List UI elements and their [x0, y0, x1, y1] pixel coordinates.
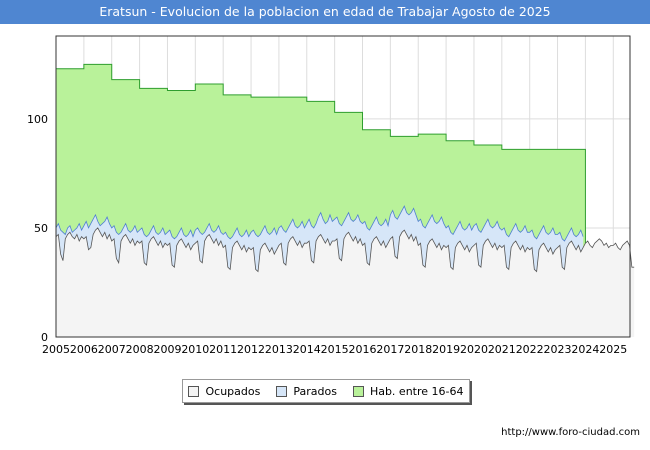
legend-item-ocupados: Ocupados	[188, 385, 260, 398]
legend: Ocupados Parados Hab. entre 16-64	[182, 379, 470, 403]
legend-label-hab: Hab. entre 16-64	[369, 384, 464, 398]
legend-swatch-parados	[276, 385, 288, 397]
x-tick-label-2024: 2024	[571, 343, 599, 356]
area-ocupados	[56, 227, 635, 337]
legend-label-ocupados: Ocupados	[205, 384, 261, 398]
x-tick-label-2016: 2016	[349, 343, 377, 356]
chart-title: Eratsun - Evolucion de la poblacion en e…	[99, 4, 551, 19]
legend-item-parados: Parados	[276, 385, 337, 398]
series-layer	[55, 63, 635, 337]
x-tick-label-2007: 2007	[98, 343, 126, 356]
legend-swatch-hab	[352, 385, 364, 397]
legend-label-parados: Parados	[293, 384, 337, 398]
legend-item-hab: Hab. entre 16-64	[352, 384, 464, 398]
x-tick-label-2009: 2009	[153, 343, 181, 356]
y-tick-label-50: 50	[34, 222, 48, 235]
x-tick-label-2012: 2012	[237, 343, 265, 356]
x-tick-label-2019: 2019	[432, 343, 460, 356]
y-tick-label-0: 0	[41, 331, 48, 344]
x-tick-label-2005: 2005	[42, 343, 70, 356]
x-tick-label-2011: 2011	[209, 343, 237, 356]
x-tick-label-2020: 2020	[460, 343, 488, 356]
x-tick-label-2008: 2008	[126, 343, 154, 356]
axis-layer: 2005 2006 2007 2008 2009 2010 2011 2012 2013 2014…	[27, 35, 631, 356]
line-parados	[55, 205, 584, 242]
x-tick-label-2014: 2014	[293, 343, 321, 356]
x-tick-label-2018: 2018	[404, 343, 432, 356]
title-bar: Eratsun - Evolucion de la poblacion en e…	[0, 0, 650, 24]
y-tick-label-100: 100	[27, 113, 48, 126]
line-ocupados	[55, 227, 635, 273]
x-tick-label-2025: 2025	[599, 343, 627, 356]
legend-swatch-ocupados	[188, 385, 200, 397]
x-tick-label-2023: 2023	[544, 343, 572, 356]
source-link[interactable]: http://www.foro-ciudad.com	[501, 427, 640, 438]
line-hab	[56, 63, 586, 337]
x-tick-label-2010: 2010	[181, 343, 209, 356]
plot-border	[55, 35, 631, 338]
x-tick-label-2022: 2022	[516, 343, 544, 356]
x-tick-label-2006: 2006	[70, 343, 98, 356]
x-tick-label-2017: 2017	[376, 343, 404, 356]
x-tick-label-2013: 2013	[265, 343, 293, 356]
x-tick-label-2015: 2015	[321, 343, 349, 356]
x-tick-label-2021: 2021	[488, 343, 516, 356]
